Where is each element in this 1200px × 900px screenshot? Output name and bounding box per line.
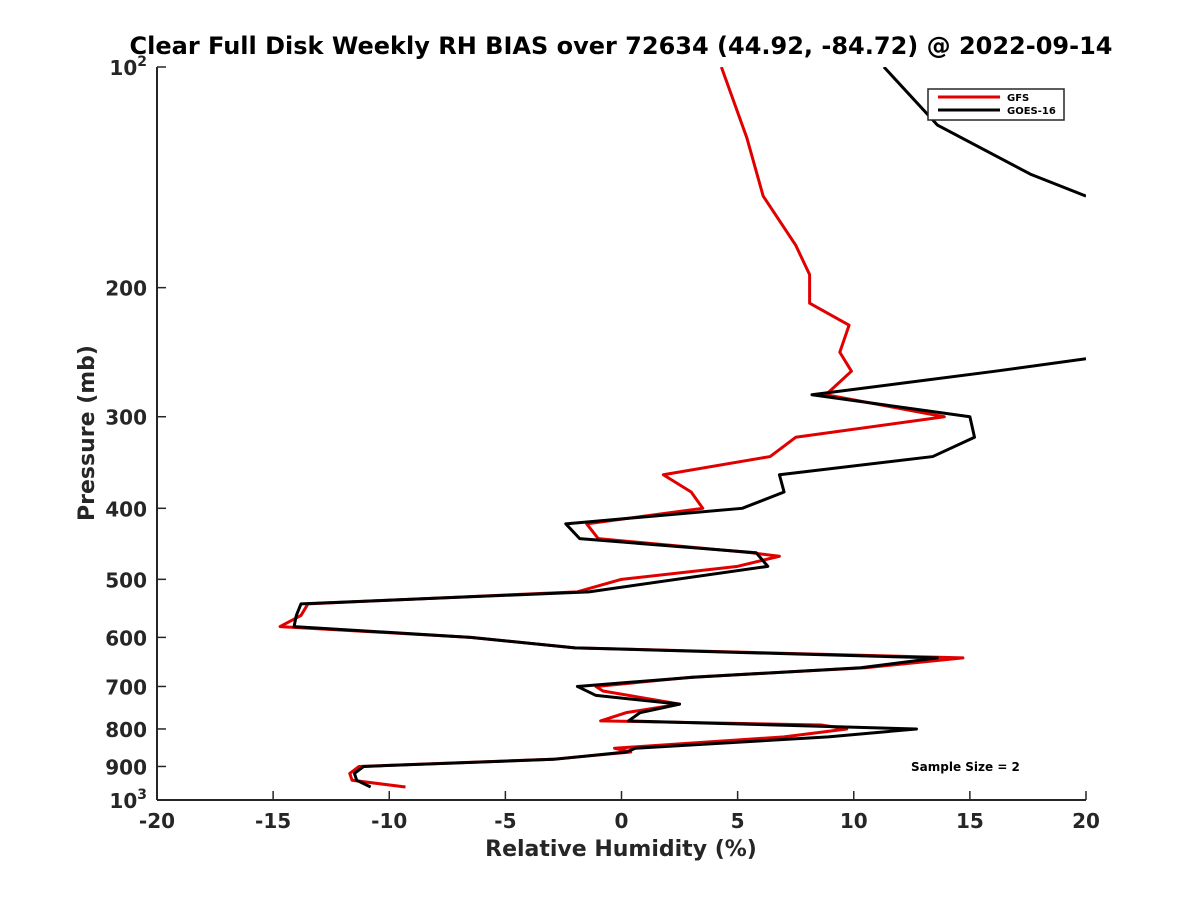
y-tick-label: 300	[105, 406, 147, 430]
y-tick-label: 400	[105, 497, 147, 521]
x-tick-label: 15	[956, 809, 984, 833]
y-tick-label: 900	[105, 755, 147, 779]
sample-size-annotation: Sample Size = 2	[911, 760, 1020, 774]
plot-area	[157, 67, 1086, 800]
y-axis-label: Pressure (mb)	[75, 345, 100, 521]
x-tick-label: -10	[371, 809, 407, 833]
legend: GFS GOES-16	[927, 88, 1065, 121]
legend-label-goes-16: GOES-16	[1007, 106, 1056, 117]
legend-box	[927, 88, 1065, 121]
y-ticks: 102 200 300 400 500 600 700 800 900 103	[105, 54, 166, 813]
y-tick-label: 102	[109, 54, 147, 80]
y-tick-label: 200	[105, 277, 147, 301]
series-layer	[278, 67, 1086, 789]
y-tick-label: 500	[105, 568, 147, 592]
y-tick-label: 700	[105, 675, 147, 699]
x-axis-label: Relative Humidity (%)	[485, 837, 757, 862]
x-tick-label: -15	[255, 809, 291, 833]
x-tick-label: -20	[139, 809, 175, 833]
chart-title: Clear Full Disk Weekly RH BIAS over 7263…	[130, 32, 1113, 60]
y-tick-label: 600	[105, 626, 147, 650]
x-tick-label: 5	[731, 809, 745, 833]
legend-label-gfs: GFS	[1007, 93, 1029, 104]
x-ticks: -20 -15 -10 -5 0 5 10 15 20	[139, 791, 1100, 833]
y-tick-label: 800	[105, 718, 147, 742]
series-line-goes-16	[292, 67, 1086, 789]
x-tick-label: -5	[494, 809, 516, 833]
y-tick-label: 103	[109, 787, 147, 813]
x-tick-label: 0	[615, 809, 629, 833]
x-tick-label: 20	[1072, 809, 1100, 833]
x-tick-label: 10	[840, 809, 868, 833]
